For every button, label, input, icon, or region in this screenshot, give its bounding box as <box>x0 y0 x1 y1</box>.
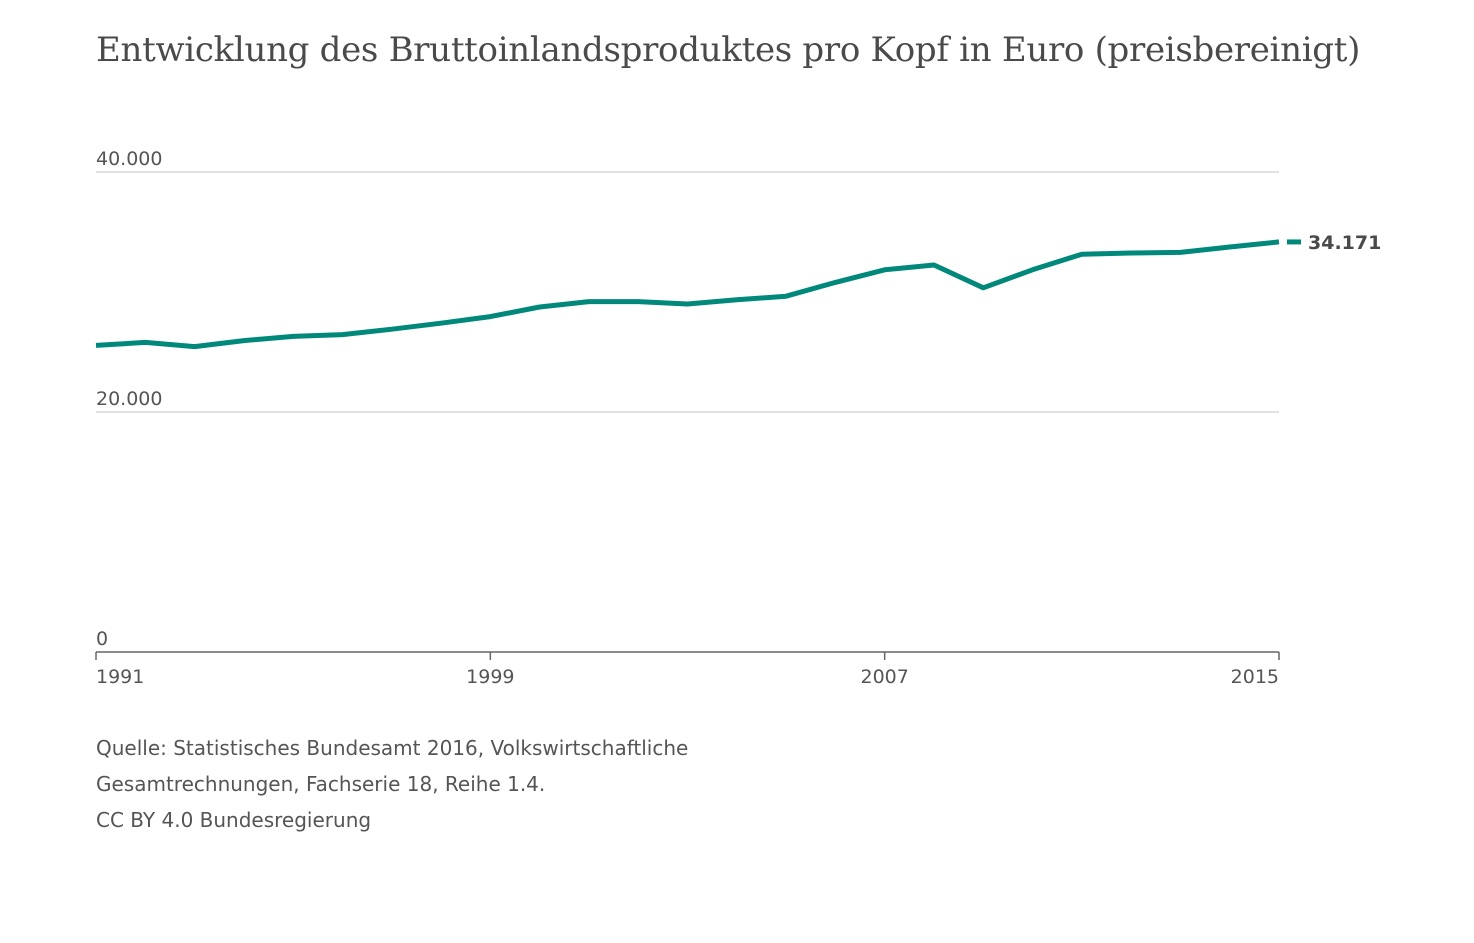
series-line <box>95 239 1280 350</box>
license-line: CC BY 4.0 Bundesregierung <box>96 808 372 832</box>
chart-title: Entwicklung des Bruttoinlandsproduktes p… <box>96 30 1361 70</box>
x-tick-label: 2015 <box>1231 666 1279 688</box>
y-tick-label: 20.000 <box>96 388 162 410</box>
y-tick-label: 0 <box>96 628 108 650</box>
x-tick-label: 2007 <box>860 666 908 688</box>
source-note: Quelle: Statistisches Bundesamt 2016, Vo… <box>96 730 688 838</box>
grid-lines <box>96 171 1279 413</box>
axes <box>95 651 1280 660</box>
series-layer <box>95 239 1301 350</box>
source-line-1: Quelle: Statistisches Bundesamt 2016, Vo… <box>96 736 689 760</box>
x-tick-label: 1991 <box>96 666 144 688</box>
labels: 0 20.000 40.000 1991 1999 2007 2015 34.171 <box>96 148 1381 688</box>
end-value-label: 34.171 <box>1308 232 1381 254</box>
y-tick-label: 40.000 <box>96 148 162 170</box>
line-chart: 0 20.000 40.000 1991 1999 2007 2015 34.171 <box>95 148 1381 688</box>
x-tick-label: 1999 <box>466 666 514 688</box>
source-line-2: Gesamtrechnungen, Fachserie 18, Reihe 1.… <box>96 772 546 796</box>
